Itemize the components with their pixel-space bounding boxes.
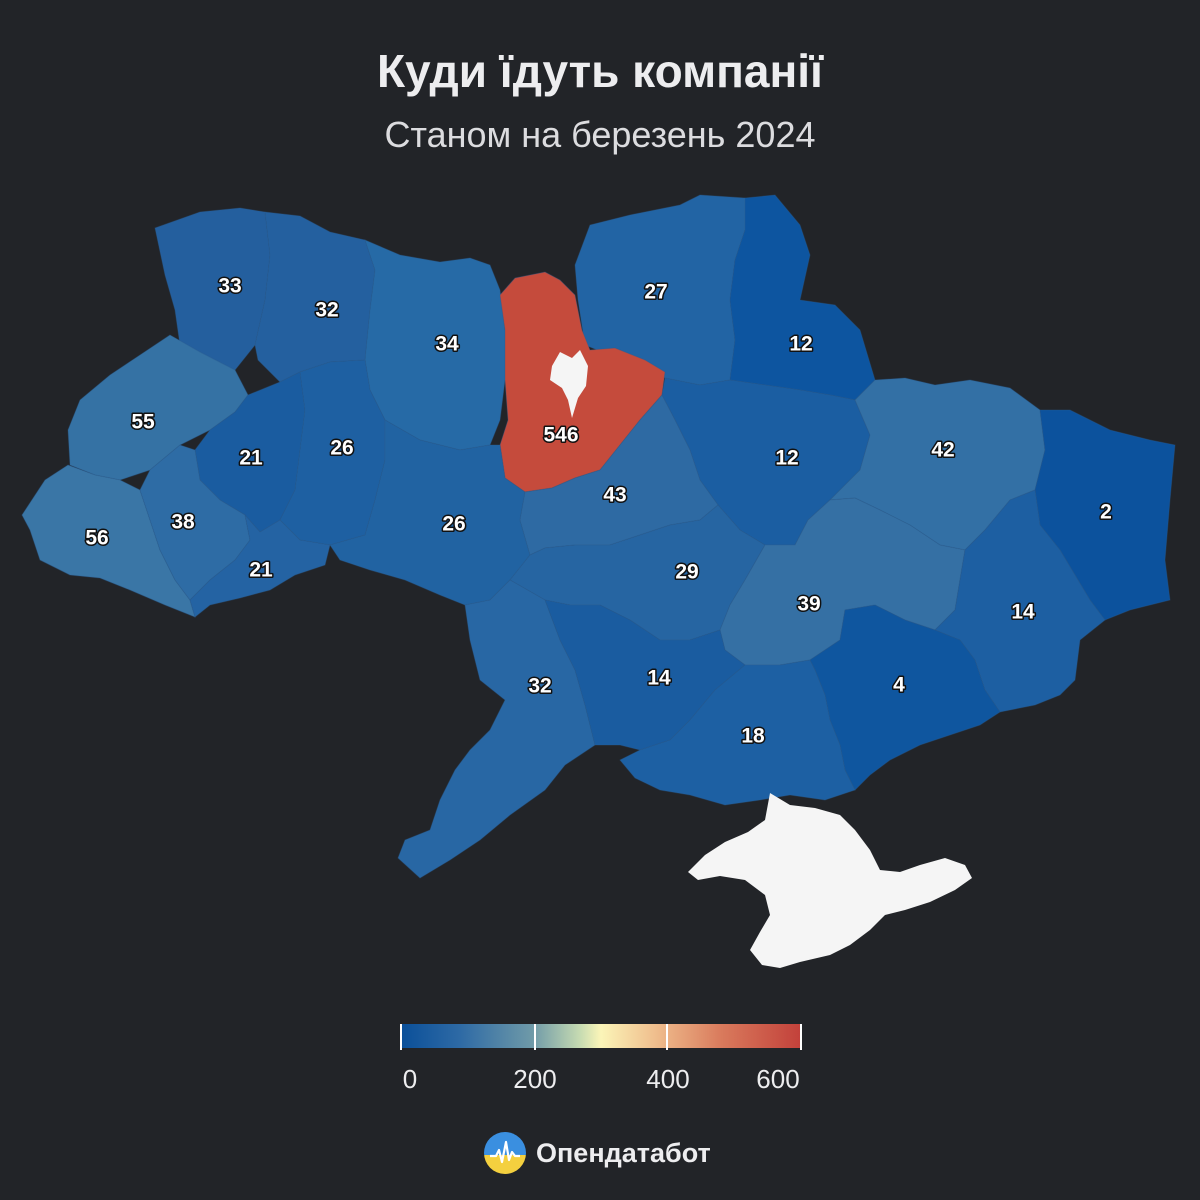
region-rivne: [254, 211, 376, 383]
label-cherkasy: 43: [603, 484, 626, 507]
kyiv-city-shape: [550, 350, 588, 418]
label-volyn: 33: [218, 275, 241, 298]
legend-tick: [400, 1024, 402, 1050]
color-scale-legend: [400, 1024, 804, 1050]
legend-tick-label-600: 600: [756, 1064, 800, 1094]
label-chernihiv: 27: [644, 281, 667, 304]
legend-tick: [666, 1024, 668, 1050]
label-zhytomyr: 34: [435, 333, 459, 356]
label-vinnytsia: 26: [442, 513, 465, 536]
label-kyiv-oblast: 546: [543, 424, 578, 447]
label-donetsk: 14: [1011, 601, 1035, 624]
label-lviv: 55: [131, 411, 155, 434]
crimea-shape: [688, 793, 972, 968]
label-luhansk: 2: [1100, 501, 1112, 524]
brand: Опендатабот: [484, 1130, 711, 1176]
legend-tick: [800, 1024, 802, 1050]
region-lviv: [67, 334, 249, 481]
label-dnipropetrovsk: 39: [797, 593, 820, 616]
legend-tick-label-0: 0: [402, 1064, 418, 1094]
label-odesa: 32: [528, 675, 551, 698]
region-chernivtsi: [189, 513, 331, 618]
legend-tick: [534, 1024, 536, 1050]
label-rivne: 32: [315, 299, 338, 322]
ukraine-choropleth-map: 33 32 34 27 12 55 21 26 546 12 42 2 56 3…: [21, 194, 1176, 968]
region-sumy: [729, 194, 876, 401]
label-kharkiv: 42: [931, 439, 954, 462]
label-khmelnytskyi: 26: [330, 437, 353, 460]
opendatabot-logo-icon: [484, 1132, 526, 1174]
label-zaporizhzhia: 4: [893, 674, 905, 697]
brand-name: Опендатабот: [536, 1137, 711, 1168]
region-zakarpattia: [21, 464, 196, 618]
label-kirovohrad: 29: [675, 561, 698, 584]
label-ternopil: 21: [239, 447, 263, 470]
label-poltava: 12: [775, 447, 798, 470]
map-subtitle: Станом на березень 2024: [384, 114, 816, 155]
label-sumy: 12: [789, 333, 812, 356]
label-zakarpattia: 56: [85, 527, 108, 550]
region-luhansk: [1034, 409, 1176, 621]
region-zhytomyr: [364, 239, 506, 451]
color-scale-bar: [400, 1024, 802, 1048]
region-donetsk: [934, 489, 1106, 713]
legend-tick-label-200: 200: [513, 1064, 557, 1094]
label-chernivtsi: 21: [249, 559, 273, 582]
legend-tick-label-400: 400: [646, 1064, 690, 1094]
label-mykolaiv: 14: [647, 667, 671, 690]
map-title: Куди їдуть компанії: [376, 45, 823, 97]
label-kherson: 18: [741, 725, 765, 748]
label-ivano-frankivsk: 38: [171, 511, 195, 534]
